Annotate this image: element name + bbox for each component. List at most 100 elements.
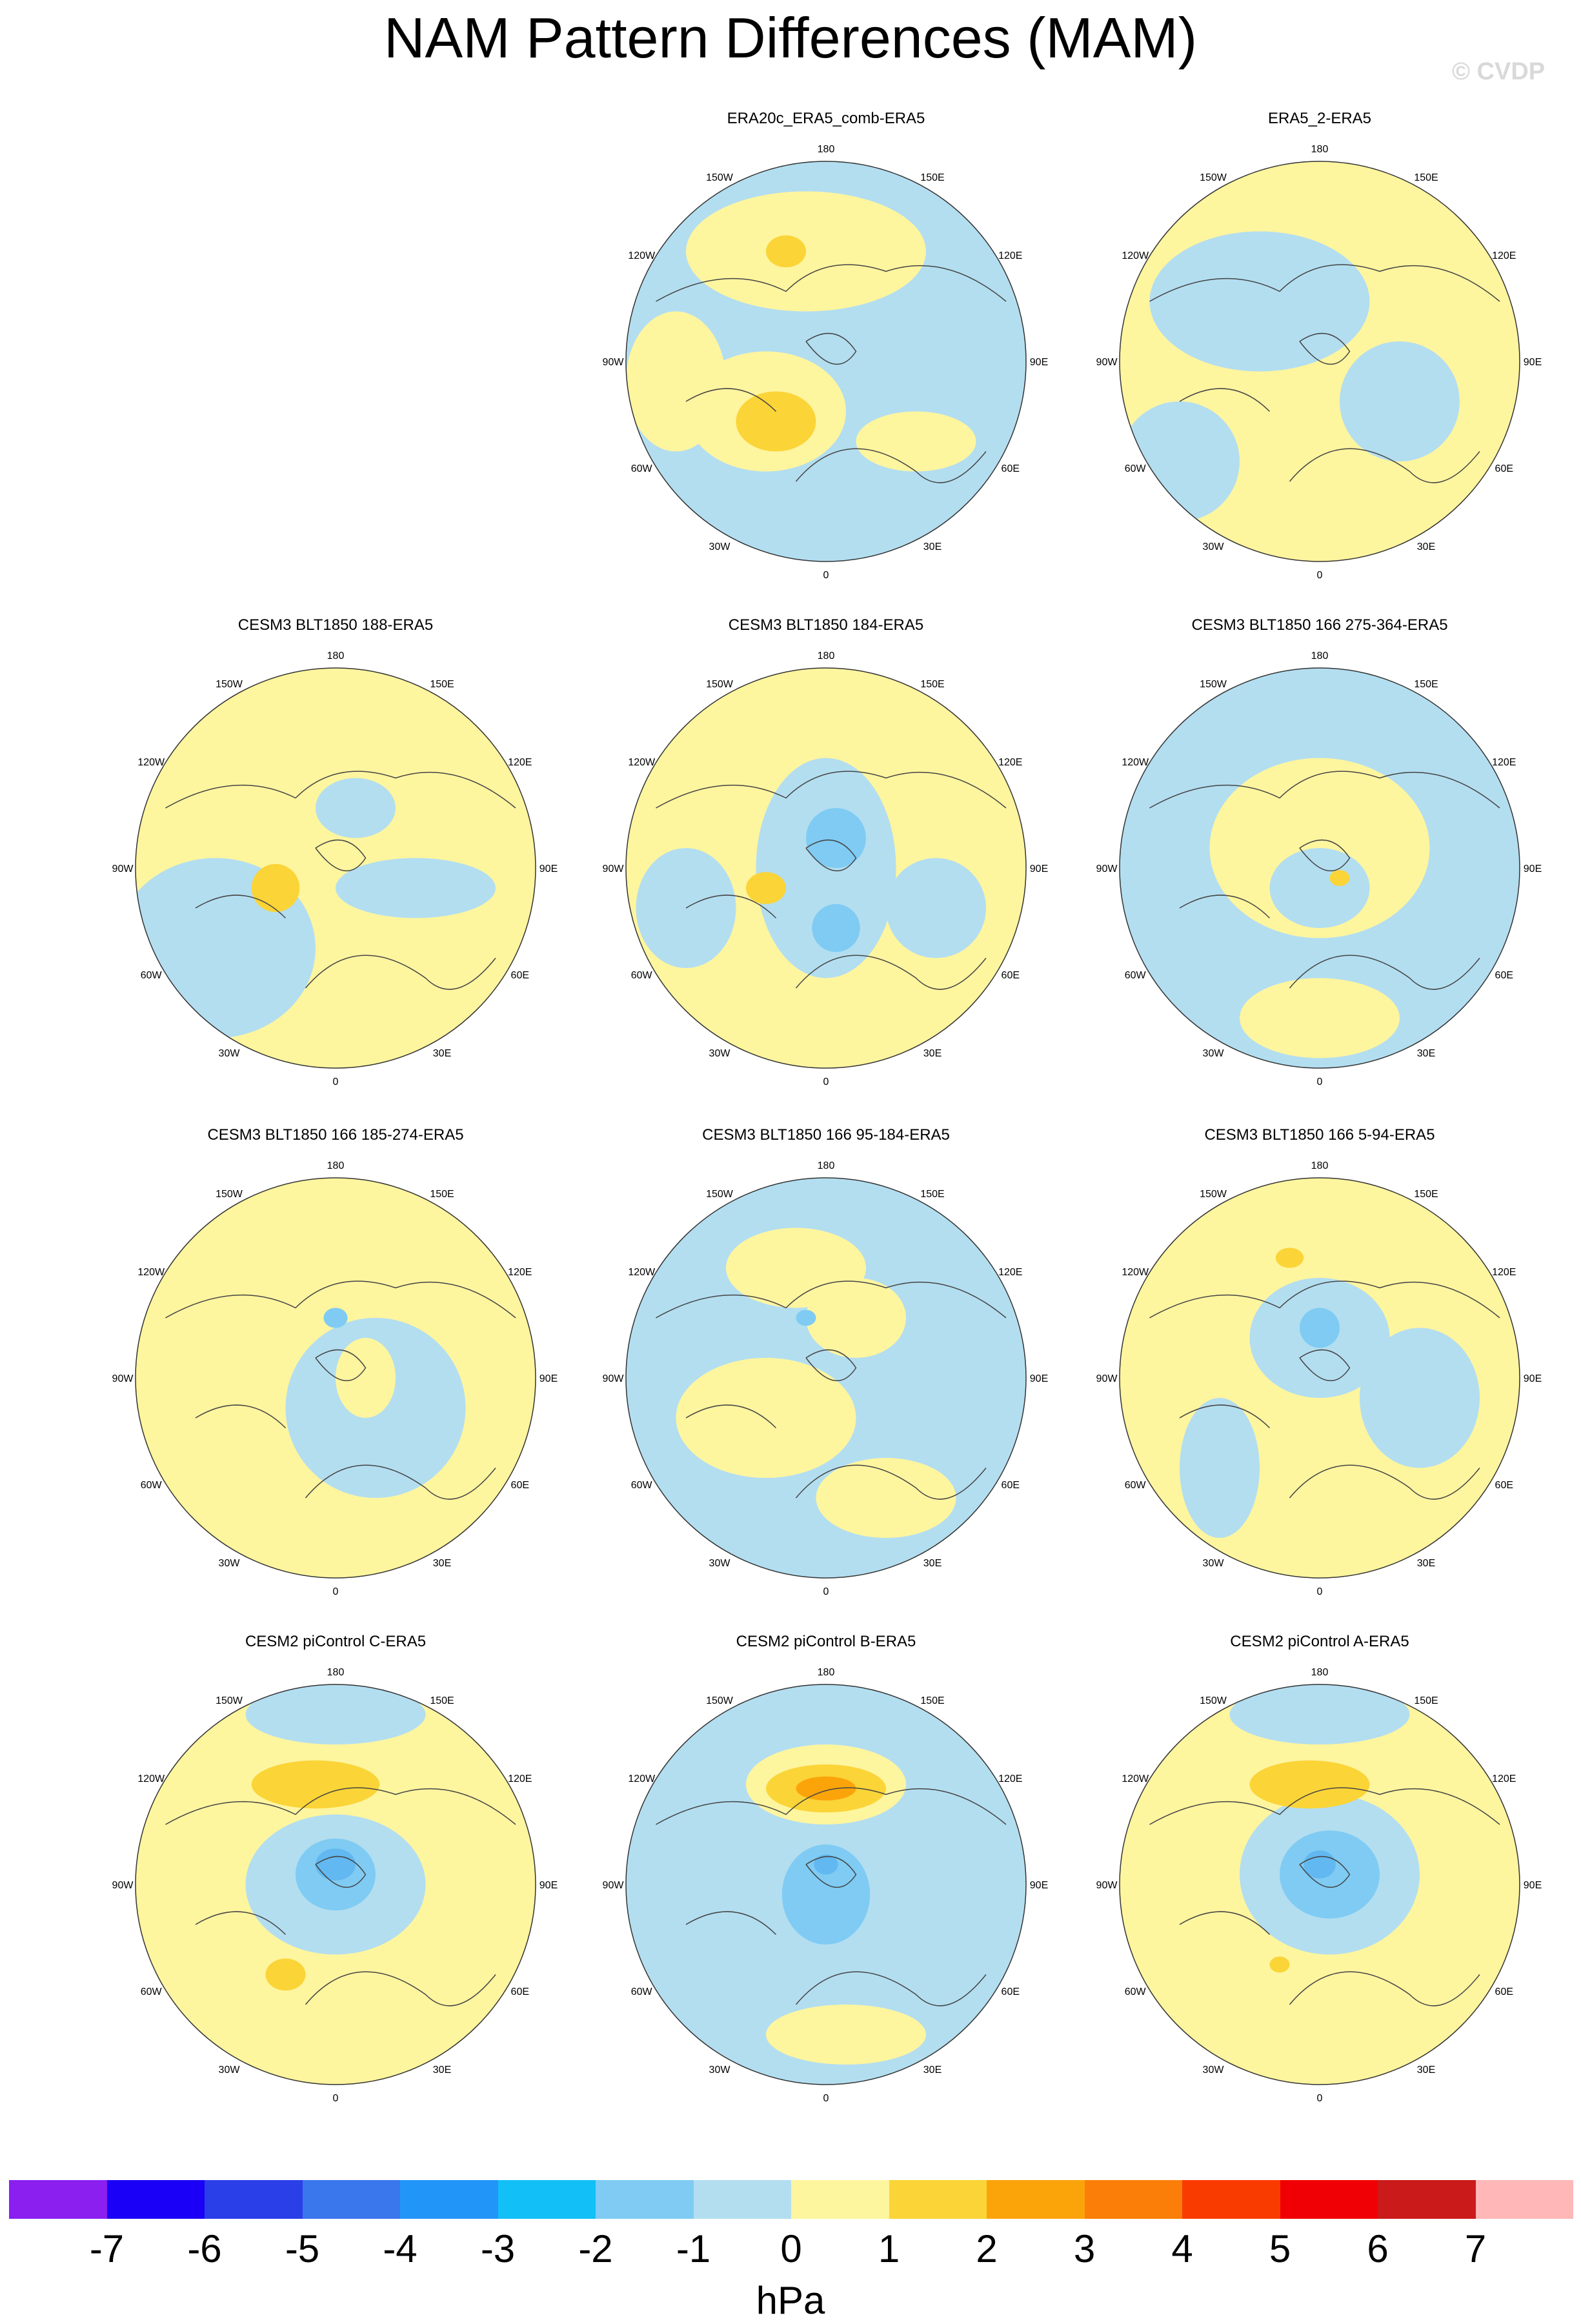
longitude-label: 0: [1317, 570, 1323, 581]
longitude-label: 90W: [603, 357, 625, 368]
longitude-label: 150E: [920, 1695, 944, 1706]
longitude-label: 0: [823, 1586, 829, 1597]
colorbar-tick-label: 3: [1073, 2227, 1096, 2270]
colorbar: [9, 2180, 1573, 2219]
map-panel: CESM3 BLT1850 184-ERA5 180 150E 120E 90E 60E 3…: [574, 616, 1078, 1120]
longitude-label: 150E: [430, 679, 454, 690]
anomaly-contour: [1269, 848, 1370, 928]
longitude-label: 30E: [923, 1558, 942, 1569]
coastline: [1149, 771, 1500, 990]
map-border: [1119, 1177, 1520, 1579]
colorbar-tick-label: -1: [676, 2227, 711, 2270]
longitude-label: 0: [1317, 2093, 1323, 2104]
longitude-label: 180: [327, 1160, 345, 1171]
longitude-label: 120E: [508, 1773, 532, 1784]
panel-title: ERA20c_ERA5_comb-ERA5: [727, 110, 925, 127]
coastline: [1149, 264, 1500, 483]
colorbar-segment: [1084, 2180, 1182, 2219]
longitude-label: 30W: [1203, 541, 1225, 552]
anomaly-contour: [1149, 231, 1370, 372]
longitude-label: 120E: [998, 250, 1022, 261]
map-panel: CESM3 BLT1850 166 5-94-ERA5 180 150E 120E 90…: [1068, 1126, 1571, 1630]
polar-map: 180 150E 120E 90E 60E 30E 0 30W 60W 90W 120W 150W: [603, 144, 1049, 581]
longitude-label: 30W: [219, 2065, 241, 2076]
anomaly-contour: [766, 235, 806, 268]
colorbar-tick-label: -2: [578, 2227, 613, 2270]
longitude-label: 60E: [1002, 1480, 1020, 1491]
longitude-label: 180: [327, 651, 345, 662]
anomaly-contour: [726, 1228, 866, 1308]
anomaly-contour: [1120, 401, 1240, 521]
coastline: [1149, 1280, 1500, 1500]
longitude-label: 180: [818, 1160, 835, 1171]
colorbar-segment: [106, 2180, 205, 2219]
colorbar-segment: [596, 2180, 694, 2219]
panel-title: CESM2 piControl C-ERA5: [245, 1633, 427, 1650]
longitude-label: 60W: [631, 970, 653, 981]
longitude-label: 150E: [1414, 172, 1438, 183]
longitude-label: 90E: [1524, 1880, 1542, 1891]
longitude-label: 60W: [1125, 1986, 1147, 1997]
longitude-label: 150W: [706, 172, 734, 183]
anomaly-contour: [1269, 1956, 1290, 1973]
longitude-label: 120E: [998, 1773, 1022, 1784]
longitude-label: 120E: [1492, 757, 1516, 768]
longitude-label: 0: [823, 2093, 829, 2104]
longitude-label: 90W: [603, 864, 625, 874]
longitude-label: 90E: [539, 1880, 558, 1891]
map-panel: CESM2 piControl C-ERA5 180 150E 120E 90E 60E 3…: [84, 1633, 587, 2136]
longitude-label: 120W: [628, 1267, 656, 1278]
polar-map: 180 150E 120E 90E 60E 30E 0 30W 60W 90W 120W 150W: [1096, 144, 1542, 581]
coastline: [656, 264, 1007, 483]
longitude-label: 60E: [1495, 463, 1513, 474]
longitude-label: 30W: [1203, 1048, 1225, 1059]
anomaly-contour: [1329, 870, 1350, 886]
longitude-label: 60W: [631, 1480, 653, 1491]
colorbar-tick-label: 4: [1171, 2227, 1193, 2270]
colorbar-segment: [791, 2180, 889, 2219]
map-panel: CESM3 BLT1850 166 185-274-ERA5 180 150E 120…: [84, 1126, 587, 1630]
colorbar-segment: [498, 2180, 596, 2219]
longitude-label: 60W: [141, 1480, 163, 1491]
coastline: [165, 1787, 516, 2006]
polar-map: 180 150E 120E 90E 60E 30E 0 30W 60W 90W 120W 150W: [1096, 1667, 1542, 2104]
panel-title: CESM2 piControl A-ERA5: [1230, 1633, 1409, 1650]
anomaly-contour: [1300, 1308, 1340, 1348]
longitude-label: 0: [333, 2093, 339, 2104]
colorbar-tick-label: -5: [285, 2227, 320, 2270]
polar-map: 180 150E 120E 90E 60E 30E 0 30W 60W 90W 120W 150W: [112, 651, 558, 1087]
longitude-label: 60E: [511, 970, 529, 981]
panel-title: CESM3 BLT1850 166 95-184-ERA5: [702, 1126, 950, 1144]
anomaly-contour: [336, 858, 496, 918]
colorbar-segment: [693, 2180, 791, 2219]
longitude-label: 150E: [1414, 1695, 1438, 1706]
longitude-label: 30E: [433, 1558, 451, 1569]
longitude-label: 90W: [1096, 357, 1118, 368]
longitude-label: 90W: [112, 1373, 134, 1384]
longitude-label: 0: [333, 1586, 339, 1597]
longitude-label: 120W: [137, 1267, 165, 1278]
anomaly-contour: [1275, 1248, 1304, 1268]
longitude-label: 30E: [1417, 2065, 1435, 2076]
panel-title: CESM3 BLT1850 166 5-94-ERA5: [1204, 1126, 1435, 1144]
longitude-label: 150W: [1200, 172, 1227, 183]
longitude-label: 0: [823, 570, 829, 581]
longitude-label: 120W: [628, 757, 656, 768]
colorbar-tick-label: 6: [1367, 2227, 1389, 2270]
anomaly-contour: [1180, 1398, 1260, 1538]
longitude-label: 90E: [1524, 1373, 1542, 1384]
longitude-label: 30E: [1417, 541, 1435, 552]
longitude-label: 90W: [112, 864, 134, 874]
longitude-label: 180: [818, 651, 835, 662]
anomaly-contour: [796, 1776, 856, 1801]
longitude-label: 120E: [508, 757, 532, 768]
polar-map: 180 150E 120E 90E 60E 30E 0 30W 60W 90W 120W 150W: [1096, 651, 1542, 1087]
anomaly-contour: [251, 1760, 380, 1809]
longitude-label: 30E: [1417, 1048, 1435, 1059]
longitude-label: 120W: [137, 757, 165, 768]
longitude-label: 90E: [1030, 357, 1048, 368]
map-panel: CESM3 BLT1850 166 95-184-ERA5 180 150E 120E…: [574, 1126, 1078, 1630]
anomaly-contour: [814, 1854, 838, 1875]
anomaly-contour: [856, 411, 976, 472]
longitude-label: 60E: [1495, 1480, 1513, 1491]
